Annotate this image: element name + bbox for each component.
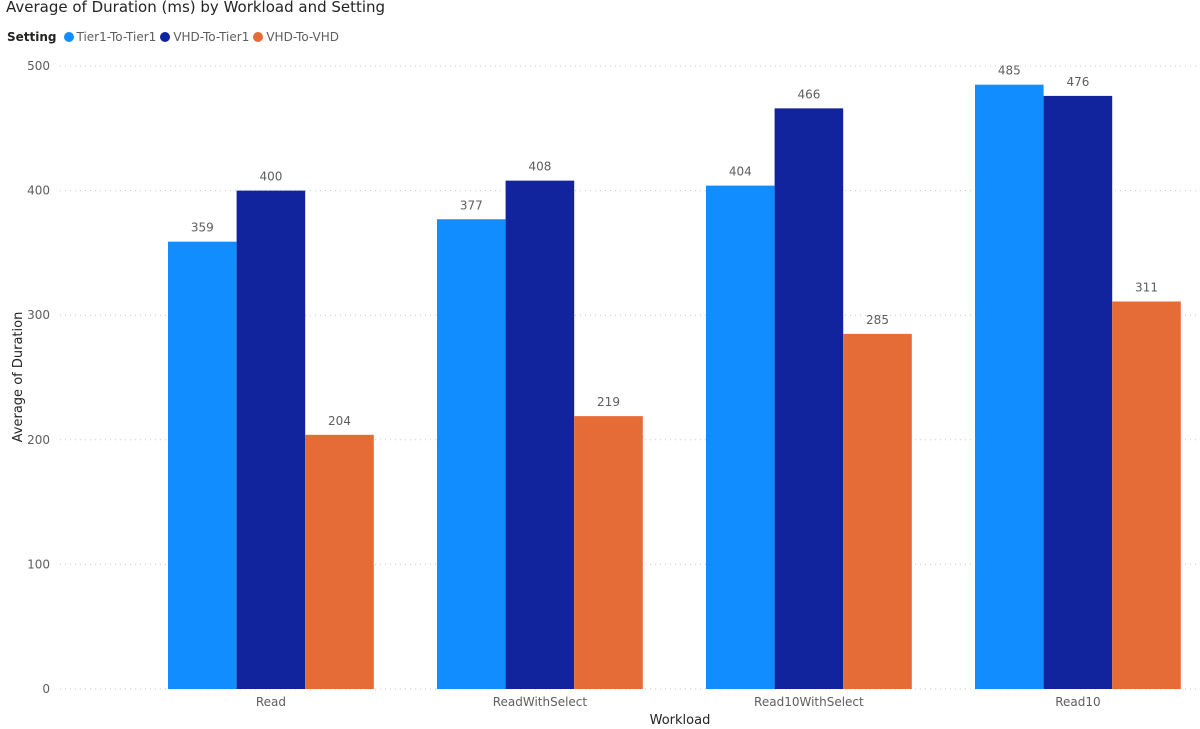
bar[interactable]	[1112, 301, 1181, 689]
bar[interactable]	[843, 333, 912, 689]
data-label: 285	[866, 313, 889, 327]
data-label: 311	[1135, 280, 1158, 294]
legend-title: Setting	[7, 30, 57, 44]
bar[interactable]	[774, 108, 844, 689]
legend-label: VHD-To-VHD	[266, 30, 339, 44]
bar[interactable]	[168, 241, 237, 689]
legend-marker-icon	[253, 32, 264, 42]
legend-item[interactable]: VHD-To-Tier1	[160, 30, 249, 44]
y-axis-title: Average of Duration	[11, 312, 26, 443]
bar[interactable]	[1043, 95, 1113, 690]
data-label: 204	[328, 414, 351, 428]
data-label: 404	[729, 165, 752, 179]
legend-label: Tier1-To-Tier1	[76, 30, 157, 44]
data-label: 377	[460, 198, 483, 212]
data-label: 485	[998, 64, 1021, 78]
x-tick-label: ReadWithSelect	[493, 695, 588, 709]
bar[interactable]	[236, 190, 306, 689]
bar[interactable]	[574, 416, 643, 689]
legend-marker-icon	[160, 32, 171, 42]
y-tick-label: 200	[27, 433, 50, 447]
x-tick-label: Read10	[1055, 695, 1100, 709]
legend: Setting Tier1-To-Tier1 VHD-To-Tier1 VHD-To…	[7, 29, 343, 45]
y-tick-label: 100	[27, 557, 50, 571]
bar[interactable]	[975, 84, 1044, 689]
bar[interactable]	[437, 219, 506, 689]
y-tick-label: 400	[27, 184, 50, 198]
data-label: 408	[528, 160, 551, 174]
y-tick-label: 300	[27, 308, 50, 322]
data-label: 466	[797, 87, 820, 101]
x-tick-label: Read	[256, 695, 286, 709]
legend-item[interactable]: Tier1-To-Tier1	[63, 30, 157, 44]
legend-marker-icon	[63, 32, 74, 42]
y-tick-label: 0	[42, 682, 50, 696]
data-label: 476	[1066, 75, 1089, 89]
legend-item[interactable]: VHD-To-VHD	[253, 30, 339, 44]
bar[interactable]	[505, 180, 575, 689]
x-tick-label: Read10WithSelect	[754, 695, 864, 709]
data-label: 359	[191, 221, 214, 235]
chart-title: Average of Duration (ms) by Workload and…	[6, 0, 386, 16]
bar[interactable]	[305, 434, 374, 689]
legend-items: Tier1-To-Tier1 VHD-To-Tier1 VHD-To-VHD	[63, 30, 344, 44]
x-axis-title: Workload	[650, 713, 711, 728]
legend-label: VHD-To-Tier1	[173, 30, 250, 44]
data-label: 219	[597, 395, 620, 409]
y-tick-label: 500	[27, 59, 50, 73]
bar[interactable]	[706, 185, 775, 689]
data-label: 400	[259, 170, 282, 184]
